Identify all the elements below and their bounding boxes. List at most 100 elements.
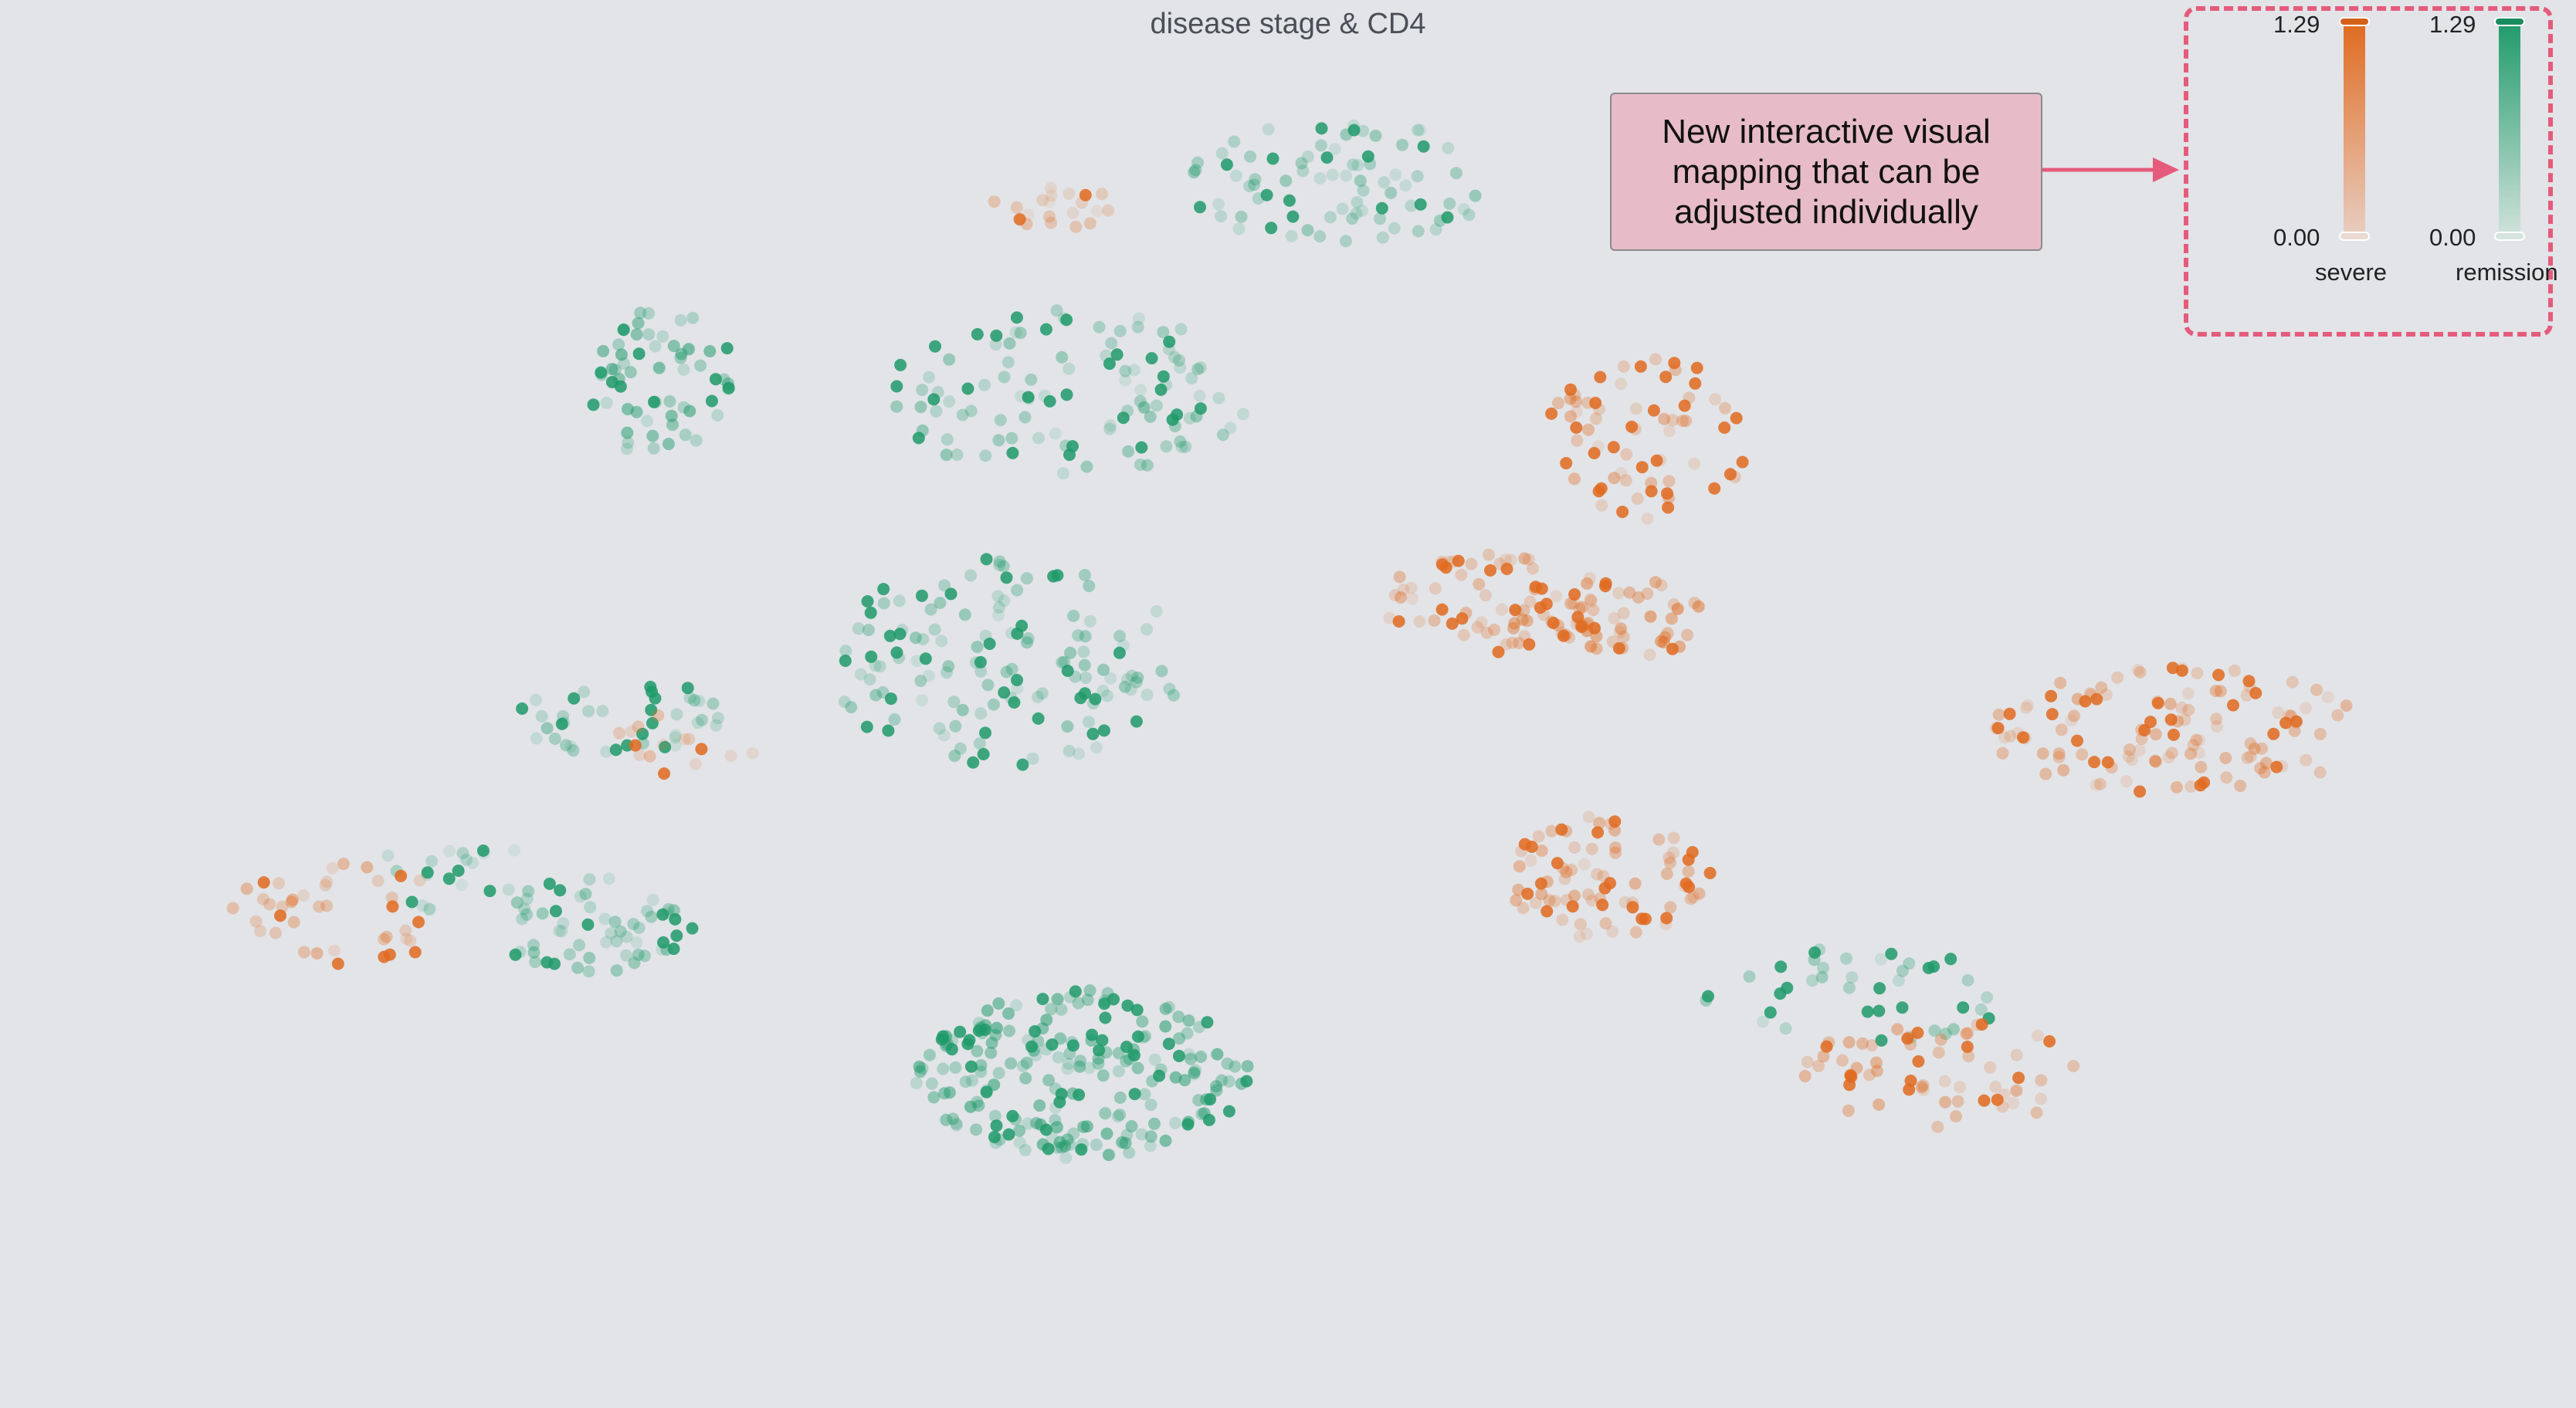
severe-color-bar (2344, 19, 2365, 239)
remission-point (1057, 467, 1069, 480)
severe-point (1392, 615, 1405, 628)
remission-point (1011, 584, 1024, 597)
remission-point (1085, 1034, 1098, 1047)
remission-point (941, 1037, 954, 1051)
remission-point (1442, 141, 1455, 154)
remission-point (1080, 460, 1093, 473)
severe-point (1593, 817, 1606, 830)
remission-point (1078, 658, 1091, 672)
remission-point (845, 701, 858, 714)
remission-point (1241, 1060, 1254, 1073)
severe-point (1617, 630, 1630, 643)
severe-point (1393, 570, 1406, 584)
remission-point (1043, 394, 1056, 408)
remission-point (1144, 1139, 1157, 1152)
remission-point (1130, 1004, 1144, 1017)
severe-point (1639, 912, 1652, 926)
remission-point (1137, 401, 1151, 414)
remission-point (423, 902, 436, 916)
remission-point (1702, 990, 1714, 1003)
remission-point (1099, 1107, 1112, 1120)
remission-point (1126, 1047, 1139, 1060)
remission-point (1339, 235, 1352, 248)
severe-point (1492, 645, 1505, 658)
severe-point (1504, 553, 1517, 567)
remission-point (541, 722, 554, 735)
remission-point (1210, 1080, 1223, 1093)
remission-point (638, 949, 651, 963)
severe-point (1090, 205, 1103, 218)
severe-point (408, 946, 422, 959)
severe-cluster (1798, 1018, 2080, 1133)
severe-point (1615, 467, 1628, 480)
severe-point (1560, 894, 1573, 906)
remission-point (1002, 356, 1015, 369)
severe-max-handle[interactable] (2339, 17, 2370, 26)
remission-point (605, 376, 619, 388)
severe-point (1532, 830, 1545, 843)
remission-point (1096, 684, 1110, 697)
remission-point (1010, 311, 1023, 324)
remission-point (455, 878, 468, 892)
remission-point (980, 1085, 993, 1098)
severe-point (1617, 360, 1630, 373)
severe-min-handle[interactable] (2339, 232, 2370, 241)
severe-point (1565, 863, 1578, 876)
severe-point (337, 858, 350, 871)
severe-point (1659, 371, 1673, 384)
severe-point (1613, 626, 1626, 638)
remission-point (1011, 674, 1023, 686)
remission-point (1874, 953, 1887, 966)
remission-point (1160, 440, 1173, 453)
remission-point (1160, 378, 1173, 391)
remission-point (990, 329, 1003, 342)
severe-point (1020, 218, 1033, 231)
remission-point (1066, 440, 1079, 453)
remission-min-handle[interactable] (2494, 232, 2525, 241)
remission-point (1040, 1014, 1053, 1027)
remission-point (405, 895, 419, 909)
severe-point (1535, 888, 1548, 901)
remission-point (1192, 1094, 1205, 1107)
remission-point (937, 729, 951, 742)
remission-point (1026, 752, 1039, 765)
remission-point (1105, 337, 1118, 350)
severe-point (2185, 780, 2198, 793)
remission-point (1212, 198, 1225, 211)
remission-point (971, 1095, 984, 1108)
severe-point (1413, 615, 1426, 628)
remission-point (1189, 1064, 1202, 1077)
remission-point (1127, 364, 1141, 377)
remission-point (670, 708, 683, 721)
severe-point (1508, 617, 1521, 630)
severe-point (1513, 637, 1526, 649)
remission-point (994, 414, 1007, 427)
remission-point (1194, 402, 1207, 415)
remission-point (1220, 158, 1233, 171)
severe-point (240, 882, 253, 895)
severe-point (319, 878, 332, 892)
remission-cluster (381, 844, 520, 916)
severe-point (1578, 858, 1591, 871)
remission-point (993, 558, 1006, 571)
remission-point (909, 631, 922, 645)
remission-point (951, 448, 964, 461)
severe-point (1666, 846, 1679, 859)
remission-point (863, 673, 876, 686)
remission-point (913, 1060, 926, 1073)
severe-point (1066, 206, 1080, 219)
remission-point (674, 313, 687, 327)
remission-point (536, 907, 549, 920)
severe-point (1998, 1088, 2011, 1101)
remission-point (1216, 428, 1229, 442)
severe-point (1645, 485, 1658, 498)
severe-point (1688, 597, 1701, 609)
remission-point (923, 371, 935, 384)
severe-point (1102, 204, 1115, 217)
severe-point (2067, 709, 2080, 723)
remission-point (1764, 1006, 1777, 1019)
severe-point (1534, 601, 1547, 614)
remission-max-handle[interactable] (2494, 17, 2525, 26)
remission-point (656, 330, 669, 343)
severe-point (2313, 766, 2327, 779)
